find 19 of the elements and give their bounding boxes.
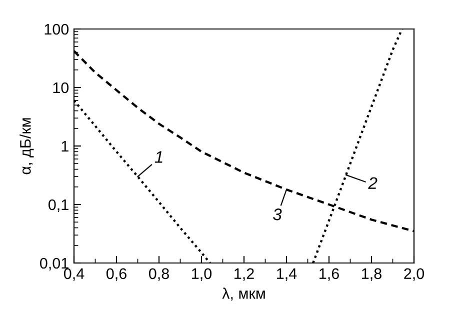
annotation: 3 [273, 208, 282, 220]
x-tick-label: 1,8 [362, 268, 382, 281]
y-tick-label: 10 [53, 82, 69, 94]
y-axis-title: α, дБ/км [20, 118, 34, 174]
annotation: 1 [154, 151, 162, 163]
x-tick-label: 0,4 [64, 268, 84, 281]
y-tick-label: 1 [62, 141, 68, 152]
x-tick-label: 1,6 [320, 268, 339, 281]
annotation: 2 [368, 177, 378, 189]
x-axis-title: λ, мкм [222, 288, 265, 301]
y-tick-label: 100 [44, 24, 69, 35]
y-tick-label: 0,1 [48, 199, 68, 212]
x-tick-label: 1,4 [277, 268, 297, 281]
x-tick-label: 0,8 [148, 268, 169, 281]
x-tick-label: 0,6 [106, 268, 126, 281]
x-tick-label: 1,2 [234, 268, 254, 281]
x-tick-label: 2,0 [404, 268, 424, 281]
y-tick-label: 0,01 [40, 258, 68, 270]
x-tick-label: 1,0 [192, 268, 212, 281]
